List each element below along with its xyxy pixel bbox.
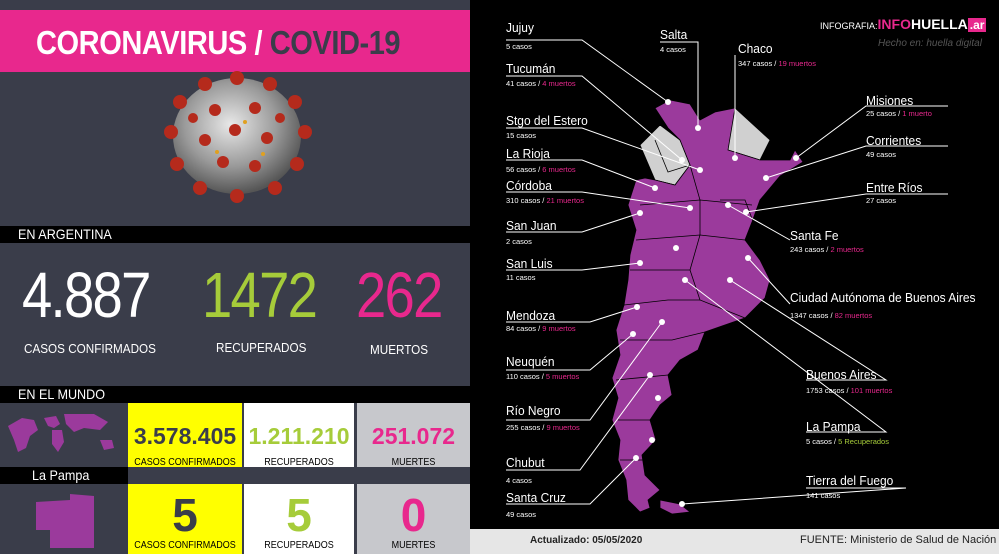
province-mendoza-name: Mendoza (506, 308, 556, 323)
lapampa-confirmed-label: CASOS CONFIRMADOS (134, 540, 236, 551)
province-santacruz-name: Santa Cruz (506, 490, 566, 505)
lapampa-confirmed-box: 5 CASOS CONFIRMADOS (128, 484, 242, 554)
world-map-icon (8, 414, 114, 452)
province-chaco-cases: 347 casos / 19 muertos (738, 59, 816, 68)
province-sanjuan-cases: 2 casos (506, 237, 532, 246)
province-tdf-cases: 141 casos (806, 491, 841, 500)
title-banner: CORONAVIRUS / COVID-19 (0, 10, 470, 72)
lapampa-recovered-label: RECUPERADOS (264, 540, 334, 551)
province-salta-cases: 4 casos (660, 45, 686, 54)
virus-illustration (164, 71, 312, 203)
province-cordoba-cases: 310 casos / 21 muertos (506, 196, 584, 205)
province-entrerios-name: Entre Ríos (866, 180, 923, 195)
lapampa-deaths-label: MUERTES (391, 540, 436, 551)
province-misiones-cases: 25 casos / 1 muerto (866, 109, 932, 118)
province-tdf-name: Tierra del Fuego (806, 473, 894, 488)
argentina-confirmed-label: CASOS CONFIRMADOS (24, 341, 156, 356)
province-neuquen-name: Neuquén (506, 354, 555, 369)
world-confirmed-value: 3.578.405 (133, 423, 237, 449)
province-entrerios-cases: 27 casos (866, 196, 897, 205)
province-sanluis-cases: 11 casos (506, 273, 536, 282)
lapampa-map-icon (36, 494, 94, 548)
province-jujuy-name: Jujuy (506, 20, 534, 35)
province-misiones-name: Misiones (866, 93, 914, 108)
province-chubut-cases: 4 casos (506, 476, 532, 485)
argentina-section-bar: EN ARGENTINA (0, 226, 470, 243)
province-bsas-cases: 1753 casos / 101 muertos (806, 386, 893, 395)
province-sanjuan-name: San Juan (506, 218, 557, 233)
province-santafe-name: Santa Fe (790, 228, 839, 243)
argentina-recovered-value: 1472 (202, 259, 318, 331)
province-chubut-name: Chubut (506, 455, 545, 470)
province-santafe-cases: 243 casos / 2 muertos (790, 245, 864, 254)
lapampa-deaths-value: 0 (400, 489, 427, 541)
lapampa-recovered-value: 5 (286, 489, 312, 541)
lapampa-deaths-box: 0 MUERTES (357, 484, 470, 554)
argentina-map (506, 39, 948, 515)
source-credit: FUENTE: Ministerio de Salud de Nación (800, 534, 997, 546)
infohuella-logo: INFOGRAFIA:INFOHUELLA .ar (820, 16, 987, 32)
province-stgo-name: Stgo del Estero (506, 113, 588, 128)
province-santacruz-cases: 49 casos (506, 510, 537, 519)
province-larioja-name: La Rioja (506, 146, 550, 161)
province-rionegro-cases: 255 casos / 9 muertos (506, 423, 580, 432)
world-confirmed-box: 3.578.405 CASOS CONFIRMADOS (128, 403, 242, 468)
world-recovered-value: 1.211.210 (248, 423, 350, 449)
province-mendoza-cases: 84 casos / 9 muertos (506, 324, 576, 333)
province-lapampa-cases: 5 casos / 5 Recuperados (806, 437, 889, 446)
world-section-bar: EN EL MUNDO (0, 386, 470, 403)
argentina-deaths-value: 262 (356, 259, 443, 331)
province-cordoba-name: Córdoba (506, 178, 552, 193)
argentina-recovered-label: RECUPERADOS (216, 340, 307, 355)
world-recovered-label: RECUPERADOS (264, 457, 334, 468)
province-caba-cases: 1347 casos / 82 muertos (790, 311, 873, 320)
argentina-section-label: EN ARGENTINA (18, 226, 112, 242)
province-caba-name: Ciudad Autónoma de Buenos Aires (790, 290, 976, 305)
province-corrientes-name: Corrientes (866, 133, 922, 148)
stats-panel: CORONAVIRUS / COVID-19 EN ARGENTINA 4.88… (0, 0, 470, 554)
updated-date: Actualizado: 05/05/2020 (530, 535, 643, 546)
world-deaths-box: 251.072 MUERTES (357, 403, 470, 468)
logo-subtitle: Hecho en: huella digital (878, 38, 982, 49)
province-rionegro-name: Río Negro (506, 403, 561, 418)
province-stgo-cases: 15 casos (506, 131, 537, 140)
world-recovered-box: 1.211.210 RECUPERADOS (244, 403, 354, 468)
world-section-label: EN EL MUNDO (18, 386, 106, 402)
world-confirmed-label: CASOS CONFIRMADOS (134, 457, 236, 468)
province-tucuman-name: Tucumán (506, 61, 556, 76)
province-sanluis-name: San Luis (506, 256, 553, 271)
province-bsas-name: Buenos Aires (806, 367, 877, 382)
lapampa-section-label: La Pampa (32, 467, 90, 483)
lapampa-recovered-box: 5 RECUPERADOS (244, 484, 354, 554)
world-deaths-value: 251.072 (371, 423, 456, 449)
lapampa-section-bar: La Pampa (0, 467, 128, 484)
province-lapampa-name: La Pampa (806, 419, 861, 434)
province-larioja-cases: 56 casos / 6 muertos (506, 165, 576, 174)
province-jujuy-cases: 5 casos (506, 42, 532, 51)
lapampa-confirmed-value: 5 (172, 489, 198, 541)
province-chaco-name: Chaco (738, 41, 773, 56)
province-tucuman-cases: 41 casos / 4 muertos (506, 79, 576, 88)
page-title: CORONAVIRUS / COVID-19 (36, 24, 401, 61)
province-salta-name: Salta (660, 27, 688, 42)
footer-bar: Actualizado: 05/05/2020 FUENTE: Minister… (470, 529, 999, 554)
argentina-deaths-label: MUERTOS (370, 342, 429, 357)
world-deaths-label: MUERTES (391, 457, 436, 468)
province-neuquen-cases: 110 casos / 5 muertos (506, 372, 580, 381)
province-corrientes-cases: 49 casos (866, 150, 897, 159)
argentina-confirmed-value: 4.887 (22, 259, 151, 331)
